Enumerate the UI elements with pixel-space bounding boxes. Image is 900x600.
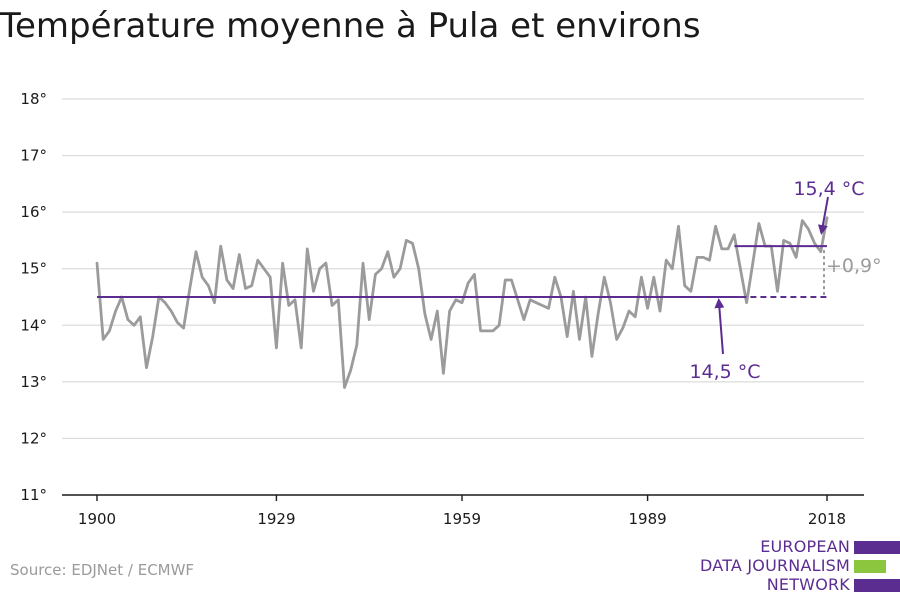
y-tick-label-14: 14°	[20, 316, 47, 334]
series-layer	[95, 216, 829, 389]
x-axis-tick-labels: 1900 1929 1959 1989 2018	[78, 510, 846, 528]
y-tick-label-18: 18°	[20, 90, 47, 108]
temperature-series-line	[95, 216, 829, 389]
x-axis	[62, 494, 864, 501]
y-tick-label-15: 15°	[20, 260, 47, 278]
recent-mean-arrow	[817, 196, 829, 236]
annotations: 15,4 °C 14,5 °C +0,9°	[97, 178, 882, 383]
grid-lines	[62, 98, 864, 440]
y-tick-label-16: 16°	[20, 203, 47, 221]
logo-bar-bottom	[854, 579, 900, 592]
x-tick-label-1959: 1959	[443, 510, 481, 528]
baseline-mean-label: 14,5 °C	[689, 361, 760, 383]
edjnet-logo: EUROPEAN DATA JOURNALISM NETWORK	[700, 537, 900, 597]
baseline-mean-arrow	[714, 298, 725, 355]
logo-line-data-journalism: DATA JOURNALISM	[700, 556, 850, 575]
logo-line-network: NETWORK	[766, 575, 850, 594]
y-tick-label-13: 13°	[20, 373, 47, 391]
logo-bar-top	[854, 541, 900, 554]
difference-label: +0,9°	[826, 255, 882, 277]
y-tick-label-11: 11°	[20, 486, 47, 504]
source-note: Source: EDJNet / ECMWF	[10, 561, 195, 579]
x-tick-label-2018: 2018	[808, 510, 846, 528]
logo-line-european: EUROPEAN	[760, 537, 850, 556]
y-tick-label-17: 17°	[20, 147, 47, 165]
y-tick-label-12: 12°	[20, 429, 47, 447]
x-tick-label-1900: 1900	[78, 510, 116, 528]
chart-title: Température moyenne à Pula et environs	[0, 6, 701, 46]
recent-mean-label: 15,4 °C	[793, 178, 864, 200]
y-axis-tick-labels: 11° 12° 13° 14° 15° 16° 17° 18°	[20, 90, 47, 504]
x-tick-label-1929: 1929	[257, 510, 295, 528]
logo-bar-middle	[854, 560, 900, 573]
x-tick-label-1989: 1989	[628, 510, 666, 528]
